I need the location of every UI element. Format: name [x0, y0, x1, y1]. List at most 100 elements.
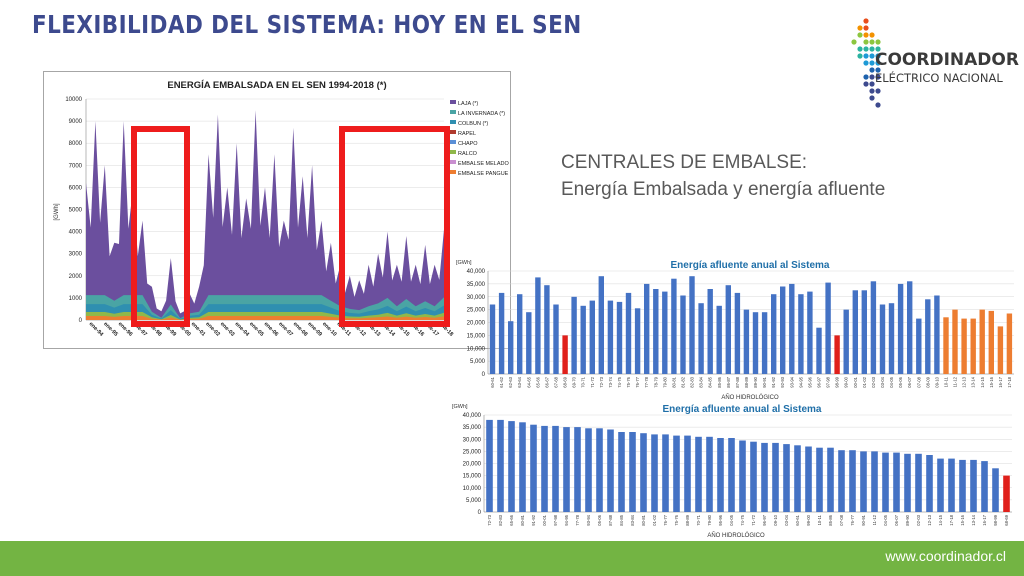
logo-dot: [863, 53, 869, 59]
legend-label: EMBALSE MELADO: [458, 161, 509, 167]
logo-dot: [869, 67, 875, 73]
y-tick-label: 30,000: [467, 295, 486, 301]
x-tick-label: 89-90: [753, 376, 758, 387]
y-tick-label: 20,000: [463, 462, 482, 468]
y-tick-label: 25,000: [463, 449, 482, 455]
bar: [526, 312, 532, 374]
bar: [789, 283, 795, 374]
logo-dot: [863, 25, 869, 31]
bar: [907, 281, 913, 374]
bar: [486, 419, 493, 512]
x-tick-label: 69-70: [572, 376, 577, 387]
x-tick-label: 82-83: [498, 514, 503, 525]
x-tick-label: 62-63: [508, 376, 513, 387]
x-tick-label: 07-08: [839, 514, 844, 525]
x-tick-label: 68-69: [1004, 514, 1009, 525]
logo-dot: [875, 67, 881, 73]
bar: [893, 452, 900, 512]
legend-label: RALCO: [458, 151, 478, 157]
footer-url[interactable]: www.coordinador.cl: [885, 548, 1006, 564]
y-tick-label: 10,000: [463, 486, 482, 492]
bar: [794, 445, 801, 512]
y-axis-label: [GWh]: [456, 260, 472, 266]
logo-dot: [869, 32, 875, 38]
bar: [825, 282, 831, 374]
bar: [816, 327, 822, 374]
x-tick-label: 70-71: [696, 514, 701, 525]
logo-dot: [869, 88, 875, 94]
bar: [981, 461, 988, 512]
x-tick-label: 90-91: [861, 514, 866, 525]
y-tick-label: 1000: [69, 296, 83, 302]
y-tick-label: 10,000: [467, 346, 486, 352]
bar: [925, 299, 931, 374]
bar: [508, 321, 514, 374]
bar: [671, 278, 677, 374]
slide-title: FLEXIBILIDAD DEL SISTEMA: HOY EN EL SEN: [32, 10, 582, 39]
x-tick-label: 11-12: [872, 514, 877, 525]
x-tick-label: 72-73: [487, 514, 492, 525]
y-axis-label: [GWh]: [452, 404, 468, 410]
legend-label: COLBUN (*): [458, 121, 488, 127]
bar: [1006, 313, 1013, 374]
x-tick-label: 60-61: [490, 376, 495, 387]
y-tick-label: 6000: [69, 185, 83, 191]
legend-label: EMBALSE PANGUE: [458, 171, 509, 177]
x-tick-label: 06-07: [894, 514, 899, 525]
x-tick-label: 88-89: [744, 376, 749, 387]
x-tick-label: 70-71: [581, 376, 586, 387]
legend-swatch: [450, 110, 456, 114]
bar: [838, 450, 845, 512]
x-tick-label: 00-01: [542, 514, 547, 525]
bar: [843, 309, 849, 374]
logo-dot: [869, 39, 875, 45]
bar: [552, 425, 559, 512]
logo-dot: [863, 74, 869, 80]
bar: [761, 312, 768, 374]
x-tick-label: 85-86: [828, 514, 833, 525]
logo-dot: [875, 60, 881, 66]
logo-dot: [857, 46, 863, 52]
stored-energy-chart: ENERGÍA EMBALSADA EN EL SEN 1994-2018 (*…: [43, 71, 511, 349]
logo-dot: [869, 95, 875, 101]
legend-swatch: [450, 170, 456, 174]
bar: [798, 294, 804, 374]
x-tick-label: 80-81: [641, 514, 646, 525]
x-tick-label: 76-77: [663, 514, 668, 525]
y-tick-label: 5,000: [466, 498, 482, 504]
x-axis-label: AÑO HIDROLÓGICO: [721, 394, 779, 401]
bar: [879, 304, 886, 374]
x-tick-label: 09-10: [934, 376, 939, 387]
x-tick-label: 06-07: [907, 376, 912, 387]
x-tick-label: ene-02: [204, 321, 221, 338]
logo-dot: [863, 46, 869, 52]
bar: [970, 318, 976, 374]
x-tick-label: ene-95: [102, 321, 119, 338]
y-tick-label: 25,000: [467, 308, 486, 314]
logo-dot: [869, 46, 875, 52]
footer-bar: www.coordinador.cl: [0, 541, 1024, 576]
x-tick-label: 01-02: [652, 514, 657, 525]
x-tick-label: 80-81: [671, 376, 676, 387]
y-tick-label: 10000: [65, 97, 82, 103]
y-tick-label: 5,000: [470, 359, 486, 365]
x-tick-label: 00-01: [853, 376, 858, 387]
x-tick-label: 76-77: [635, 376, 640, 387]
bar: [544, 285, 550, 374]
bar: [904, 453, 911, 512]
bar: [634, 308, 641, 374]
bar: [653, 289, 659, 374]
bar: [948, 458, 955, 512]
bar: [706, 436, 713, 512]
bar: [695, 436, 702, 512]
bar: [684, 435, 691, 512]
bar: [651, 434, 658, 512]
bar: [662, 291, 668, 374]
x-tick-label: 74-75: [617, 376, 622, 387]
bar: [596, 428, 603, 512]
logo-dot: [857, 53, 863, 59]
x-tick-label: 04-05: [729, 514, 734, 525]
bar: [916, 318, 922, 374]
x-tick-label: 10-11: [817, 514, 822, 525]
logo-dot: [869, 60, 875, 66]
